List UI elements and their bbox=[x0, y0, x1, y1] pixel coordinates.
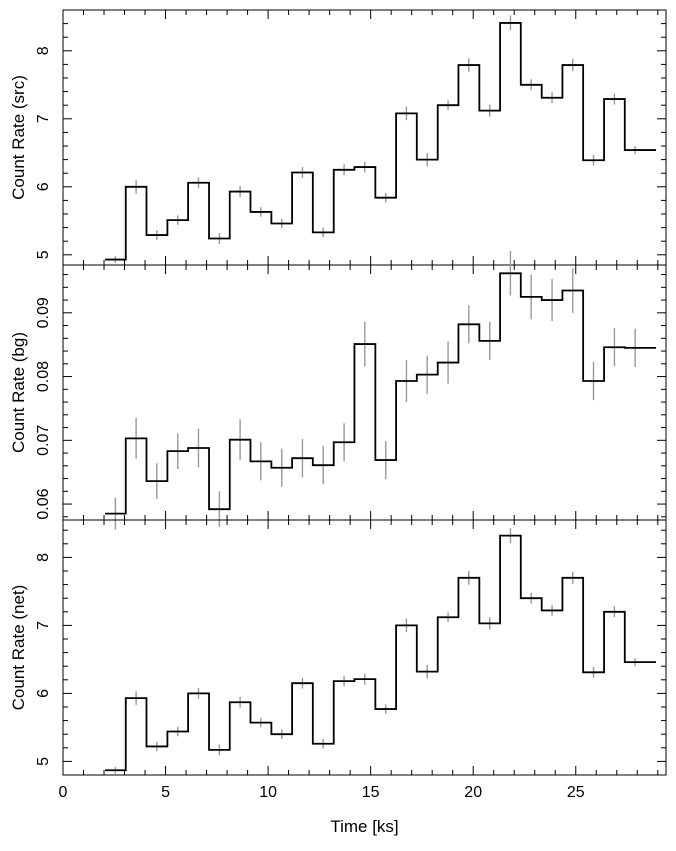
y-tick-label: 0.06 bbox=[35, 488, 52, 519]
panel-1: 5 6 7 8 Count Rate (src) bbox=[9, 10, 666, 265]
y-axis-label: Count Rate (bg) bbox=[9, 332, 28, 453]
x-tick-label: 25 bbox=[567, 784, 585, 801]
y-tick-label: 8 bbox=[35, 46, 52, 55]
y-tick-label: 5 bbox=[35, 250, 52, 259]
x-tick-label: 20 bbox=[464, 784, 482, 801]
y-tick-label: 7 bbox=[35, 114, 52, 123]
y-tick-label: 0.09 bbox=[35, 297, 52, 328]
y-tick-label: 5 bbox=[35, 757, 52, 766]
step-line bbox=[105, 536, 656, 771]
x-axis-label: Time [ks] bbox=[330, 817, 398, 836]
panel-3: 5 6 7 8 Count Rate (net) 0 5 10 15 20 25 Time [ks] bbox=[9, 520, 666, 836]
y-tick-label: 0.08 bbox=[35, 361, 52, 392]
x-tick-label: 0 bbox=[59, 784, 68, 801]
x-tick-label: 15 bbox=[362, 784, 380, 801]
y-tick-label: 0.07 bbox=[35, 425, 52, 456]
y-axis-label: Count Rate (net) bbox=[9, 585, 28, 711]
plot-frame bbox=[63, 10, 666, 265]
y-tick-label: 6 bbox=[35, 689, 52, 698]
y-axis-label: Count Rate (src) bbox=[9, 75, 28, 200]
plot-frame bbox=[63, 520, 666, 775]
x-tick-label: 10 bbox=[259, 784, 277, 801]
y-tick-label: 6 bbox=[35, 182, 52, 191]
x-tick-label: 5 bbox=[161, 784, 170, 801]
step-line bbox=[105, 23, 656, 260]
y-tick-label: 7 bbox=[35, 621, 52, 630]
panel-2: 0.06 0.07 0.08 0.09 Count Rate (bg) bbox=[9, 251, 666, 530]
y-tick-label: 8 bbox=[35, 553, 52, 562]
